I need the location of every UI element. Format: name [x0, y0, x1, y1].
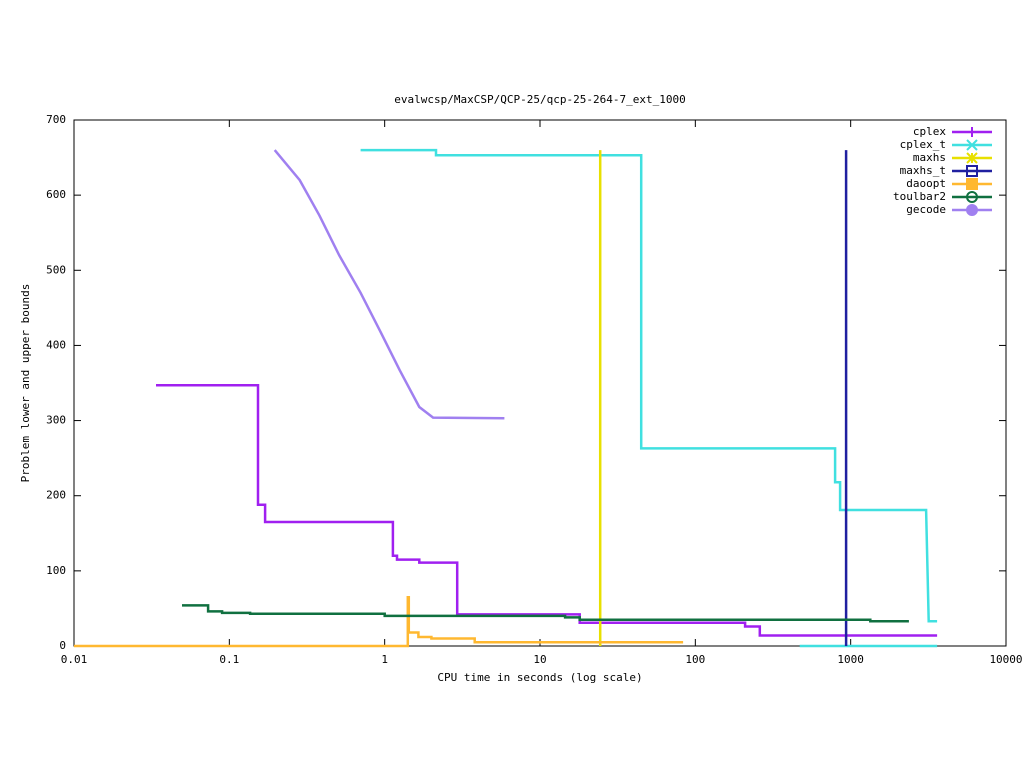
legend-label: toulbar2 — [893, 190, 946, 203]
y-tick-label: 100 — [46, 564, 66, 577]
x-tick-label: 0.01 — [61, 653, 88, 666]
legend-label: maxhs — [913, 151, 946, 164]
legend-label: cplex_t — [900, 138, 946, 151]
y-tick-label: 500 — [46, 263, 66, 276]
legend-label: daoopt — [906, 177, 946, 190]
legend-marker — [966, 152, 978, 164]
x-tick-label: 1 — [381, 653, 388, 666]
legend-marker — [966, 191, 978, 203]
legend-marker — [966, 204, 978, 216]
series-line — [360, 148, 938, 648]
y-tick-label: 700 — [46, 113, 66, 126]
legend-marker — [966, 178, 978, 190]
series-line — [182, 604, 909, 623]
chart-title: evalwcsp/MaxCSP/QCP-25/qcp-25-264-7_ext_… — [394, 93, 685, 106]
y-tick-label: 300 — [46, 414, 66, 427]
x-tick-label: 10 — [533, 653, 546, 666]
legend-label: gecode — [906, 203, 946, 216]
legend-label: maxhs_t — [900, 164, 946, 177]
y-tick-label: 200 — [46, 489, 66, 502]
y-tick-label: 0 — [59, 639, 66, 652]
series-line — [156, 384, 938, 637]
x-tick-label: 10000 — [989, 653, 1022, 666]
y-axis-label: Problem lower and upper bounds — [19, 284, 32, 483]
legend-marker — [966, 165, 978, 177]
x-tick-label: 0.1 — [219, 653, 239, 666]
legend-marker — [966, 139, 978, 151]
legend-label: cplex — [913, 125, 946, 138]
x-tick-label: 100 — [685, 653, 705, 666]
x-axis-label: CPU time in seconds (log scale) — [437, 671, 642, 684]
y-tick-label: 600 — [46, 188, 66, 201]
plot-frame — [73, 119, 1007, 647]
series-line — [273, 149, 505, 420]
x-tick-label: 1000 — [837, 653, 864, 666]
series-line — [74, 595, 684, 648]
y-tick-label: 400 — [46, 338, 66, 351]
